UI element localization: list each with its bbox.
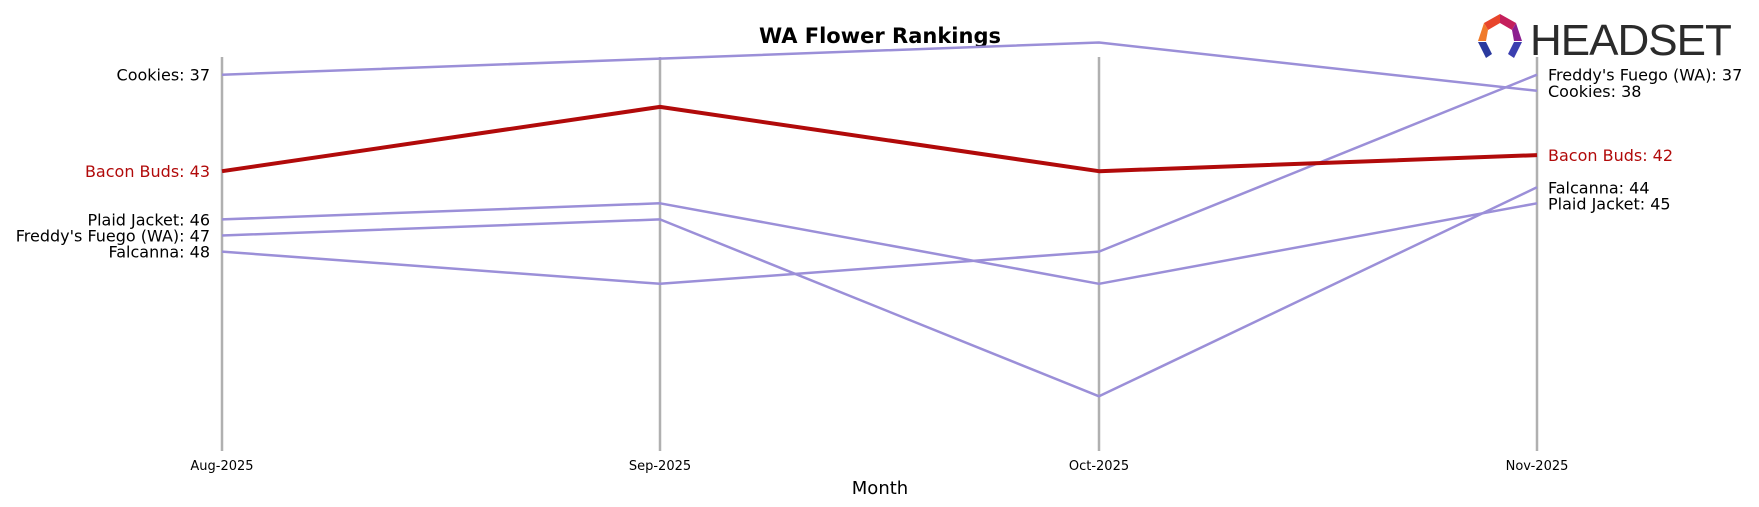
series-labels: Cookies: 37 Bacon Buds: 43 Plaid Jacket: 4… [16, 66, 1743, 262]
start-label-2: Plaid Jacket: 46 [87, 210, 210, 229]
x-tick-1: Sep-2025 [629, 459, 691, 474]
series-line-1 [221, 104, 1538, 174]
end-label-4: Freddy's Fuego (WA): 37 [1548, 66, 1742, 85]
x-tick-labels: Aug-2025 Sep-2025 Oct-2025 Nov-2025 [190, 459, 1568, 474]
end-label-0: Cookies: 38 [1548, 82, 1641, 101]
series-line-3 [221, 186, 1538, 398]
end-label-3: Falcanna: 44 [1548, 178, 1650, 197]
gridlines [220, 57, 1539, 451]
start-label-0: Cookies: 37 [117, 66, 210, 85]
headset-logo-icon [1478, 14, 1522, 58]
x-tick-0: Aug-2025 [190, 459, 253, 474]
series-line-0 [221, 41, 1538, 93]
start-label-3: Freddy's Fuego (WA): 47 [16, 227, 210, 246]
end-label-1: Bacon Buds: 42 [1548, 146, 1673, 165]
series-line-2 [221, 202, 1538, 286]
x-axis-label: Month [852, 478, 908, 499]
x-tick-3: Nov-2025 [1506, 459, 1569, 474]
headset-logo-text: HEADSET [1530, 16, 1731, 65]
start-label-1: Bacon Buds: 43 [85, 162, 210, 181]
x-tick-2: Oct-2025 [1069, 459, 1129, 474]
chart-title: WA Flower Rankings [759, 24, 1001, 48]
series-line-4 [221, 73, 1538, 286]
end-label-2: Plaid Jacket: 45 [1548, 194, 1671, 213]
start-label-4: Falcanna: 48 [108, 243, 210, 262]
series-lines [221, 41, 1538, 398]
headset-logo: HEADSET [1478, 14, 1732, 65]
